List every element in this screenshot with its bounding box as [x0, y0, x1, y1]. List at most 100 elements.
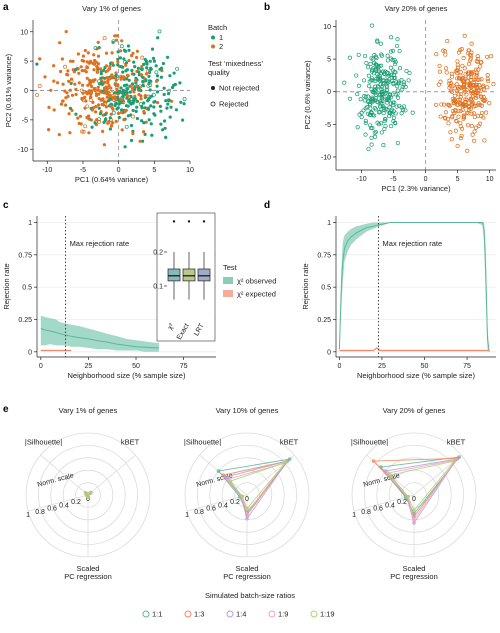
point-batch2: [156, 101, 160, 105]
radial-tick-label: 0: [412, 496, 416, 503]
point-batch2: [450, 114, 455, 119]
point-batch2: [455, 76, 460, 81]
radial-tick-label: 0.2: [397, 499, 407, 506]
point-batch2: [451, 99, 456, 104]
x-tick-label: 0: [337, 363, 341, 370]
panel-b: b Vary 20% of genes -10 -5 0 5 10 -10 -5 0 5 10 PC1 …: [264, 2, 496, 193]
point-batch1: [182, 97, 187, 101]
radar-spoke: [40, 454, 89, 496]
point-batch2: [439, 102, 444, 107]
point-batch2: [450, 74, 455, 79]
point-batch2: [447, 81, 452, 86]
point-batch2: [87, 131, 91, 135]
point-batch2: [97, 92, 101, 96]
point-batch2: [473, 103, 478, 109]
point-batch2: [472, 114, 477, 120]
point-batch2: [462, 33, 467, 38]
radar-point: [88, 490, 93, 495]
point-batch1: [104, 117, 108, 121]
point-batch1: [118, 56, 122, 60]
point-batch2: [478, 102, 483, 108]
point-batch1: [379, 53, 384, 58]
inset-box: [167, 268, 181, 282]
point-batch2: [470, 102, 475, 107]
axis-label-pc-1: Scaled: [403, 564, 426, 573]
x-tick-label: 5: [152, 167, 156, 174]
point-batch2: [457, 97, 463, 102]
point-batch1: [356, 52, 361, 57]
radar-point: [223, 475, 228, 479]
point-batch1: [168, 74, 172, 78]
legend-label-observed: χ² observed: [237, 277, 276, 286]
point-batch1: [163, 119, 167, 123]
legend-marker-batch2: [211, 44, 215, 49]
point-batch1: [168, 115, 172, 119]
point-batch1: [124, 124, 129, 129]
point-batch2: [124, 108, 128, 112]
point-batch2: [85, 76, 89, 80]
point-batch1: [347, 96, 353, 101]
point-batch2: [83, 48, 87, 53]
point-batch2: [122, 76, 126, 80]
legend-marker-1-19: [310, 610, 318, 618]
y-tick-label: -10: [18, 147, 28, 154]
point-batch2: [68, 131, 72, 135]
axis-label-silhouette: |Silhouette|: [25, 437, 62, 446]
point-batch1: [157, 29, 162, 34]
point-batch1: [395, 140, 400, 146]
y-tick-label: 0.25: [317, 317, 331, 324]
radial-tick-label: 0.8: [194, 509, 204, 516]
y-axis-label: PC2 (0.61% variance): [4, 53, 13, 127]
radar-point: [86, 495, 90, 499]
point-batch2: [482, 99, 487, 104]
point-batch2: [476, 56, 481, 61]
axis-label-kbet: kBET: [121, 437, 140, 446]
point-batch2: [79, 88, 84, 93]
point-batch1: [182, 102, 186, 106]
point-batch2: [485, 85, 490, 90]
point-batch1: [135, 116, 139, 121]
point-batch1: [384, 83, 389, 88]
point-batch1: [359, 115, 364, 120]
point-batch1: [145, 62, 149, 66]
point-batch2: [95, 66, 100, 70]
radial-tick-label: 0.4: [385, 502, 395, 509]
point-batch2: [89, 118, 93, 122]
point-batch1: [395, 37, 400, 42]
radial-tick-label: 0: [86, 496, 90, 503]
radar-title: Vary 10% of genes: [216, 406, 279, 415]
point-batch2: [81, 98, 86, 103]
point-batch2: [481, 87, 486, 92]
panel-a-title: Vary 1% of genes: [82, 4, 141, 13]
legend-marker-not-rejected: [211, 86, 215, 90]
point-batch2: [84, 65, 89, 70]
point-batch2: [458, 120, 463, 126]
point-batch2: [116, 83, 120, 88]
point-batch2: [485, 76, 490, 82]
legend-swatch-observed: [223, 277, 233, 284]
point-batch1: [391, 73, 396, 78]
point-batch1: [366, 83, 372, 89]
point-batch1: [385, 108, 390, 113]
point-batch1: [362, 94, 367, 99]
point-batch2: [452, 101, 457, 106]
point-batch1: [115, 107, 119, 111]
point-batch1: [404, 68, 409, 74]
point-batch2: [466, 48, 471, 53]
inset-outlier: [187, 220, 191, 223]
point-batch2: [90, 89, 94, 93]
point-batch1: [148, 96, 152, 100]
legend-c: Test χ² observed χ² expected: [223, 263, 276, 299]
point-batch1: [132, 72, 136, 76]
x-tick-label: 50: [132, 363, 140, 370]
point-batch1: [396, 81, 401, 86]
point-batch1: [389, 124, 394, 129]
point-batch2: [132, 90, 136, 94]
observed-line: [338, 222, 490, 352]
radial-tick-label: 1: [185, 512, 189, 519]
point-batch1: [363, 106, 368, 111]
point-batch1: [379, 130, 384, 135]
point-batch2: [100, 102, 104, 107]
x-tick-label: 0: [117, 167, 121, 174]
point-batch1: [155, 90, 160, 94]
